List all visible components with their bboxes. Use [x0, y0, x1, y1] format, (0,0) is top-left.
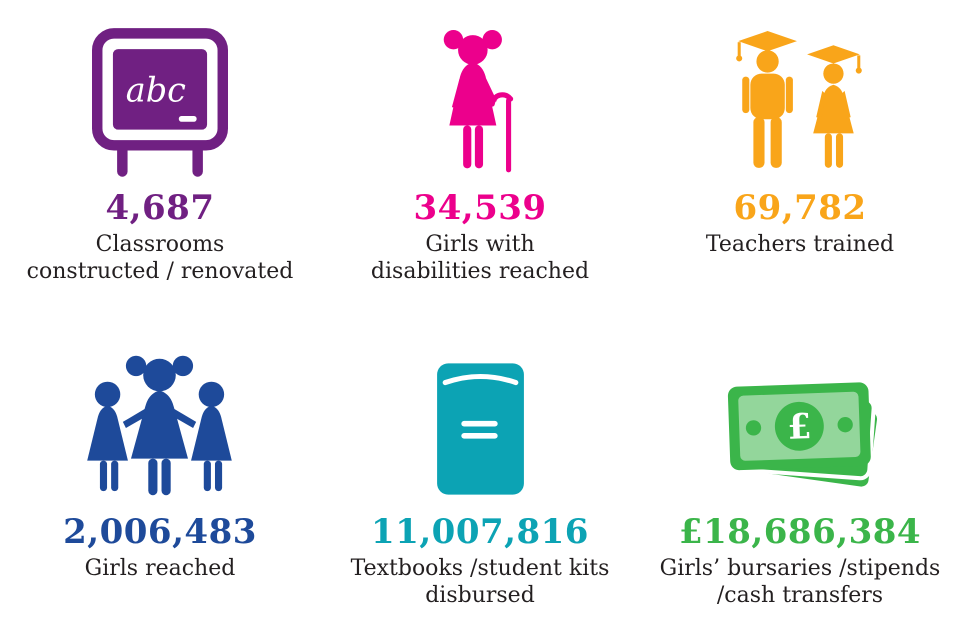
chalkboard-icon: abc: [92, 4, 228, 180]
girl-with-cane-icon-svg: [443, 29, 513, 173]
pound-symbol: £: [787, 406, 813, 448]
three-girls-icon-svg: [87, 355, 232, 496]
stat-card-classrooms: abc 4,687 Classrooms constructed / renov…: [0, 4, 320, 316]
stat-value: 69,782: [733, 188, 867, 228]
stat-card-bursaries: £ £18,686,384 Girls’ bursaries /stipends…: [640, 316, 960, 644]
textbook-icon: [427, 316, 533, 504]
chalkboard-icon-svg: abc: [92, 28, 228, 177]
stat-value: 34,539: [413, 188, 547, 228]
stat-label: Classrooms constructed / renovated: [26, 232, 294, 284]
stat-value: 11,007,816: [371, 512, 589, 552]
graduate-teachers-icon: [729, 4, 871, 180]
stat-label: Girls’ bursaries /stipends /cash transfe…: [659, 556, 941, 608]
stat-label: Textbooks /student kits disbursed: [350, 556, 610, 608]
stat-value: 4,687: [105, 188, 215, 228]
stat-card-girls-with-disabilities: 34,539 Girls with disabilities reached: [320, 4, 640, 316]
stat-card-textbooks: 11,007,816 Textbooks /student kits disbu…: [320, 316, 640, 644]
stat-card-teachers-trained: 69,782 Teachers trained: [640, 4, 960, 316]
chalkboard-text: abc: [126, 70, 186, 109]
stat-label: Girls with disabilities reached: [370, 232, 590, 284]
banknotes-icon-svg: £: [727, 382, 879, 491]
textbook-icon-svg: [437, 363, 524, 495]
stat-card-girls-reached: 2,006,483 Girls reached: [0, 316, 320, 644]
banknotes-icon: £: [721, 316, 879, 504]
graduate-teachers-icon-svg: [736, 31, 862, 168]
stat-value: £18,686,384: [678, 512, 922, 552]
stat-label: Teachers trained: [705, 232, 895, 258]
stat-label: Girls reached: [84, 556, 236, 582]
three-girls-icon: [76, 316, 244, 504]
stat-value: 2,006,483: [63, 512, 257, 552]
girl-with-cane-icon: [432, 4, 529, 180]
